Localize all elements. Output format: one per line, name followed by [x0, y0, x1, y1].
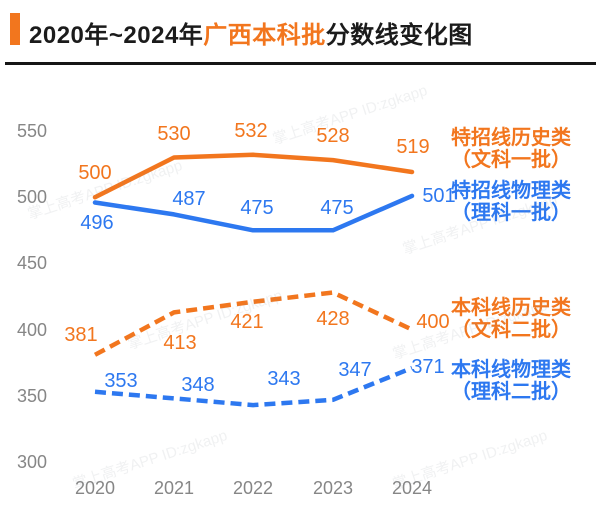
y-axis-tick-label: 500	[16, 187, 47, 208]
legend-series-0: 特招线历史类 （文科一批）	[435, 127, 587, 171]
y-axis-tick-label: 300	[16, 452, 47, 472]
series-line-2	[93, 290, 413, 357]
legend-series-2: 本科线历史类 （文科二批）	[435, 297, 587, 341]
title-prefix: 2020年~2024年	[29, 22, 204, 49]
legend-label: 本科线历史类	[451, 297, 571, 319]
x-axis-tick-label: 2022	[232, 478, 274, 498]
data-label: 343	[267, 368, 301, 391]
title-suffix: 分数线变化图	[325, 22, 473, 49]
data-label: 530	[157, 123, 191, 146]
legend-label: 特招线物理类	[451, 180, 571, 202]
x-axis-tick-label: 2021	[153, 478, 195, 498]
data-label: 353	[104, 369, 138, 392]
series-line-0	[92, 152, 415, 200]
data-label: 348	[181, 374, 215, 397]
header-divider	[5, 62, 596, 65]
series-line-1	[92, 193, 415, 233]
legend-sublabel: （文科一批）	[451, 149, 571, 171]
legend-sublabel: （文科二批）	[451, 319, 571, 341]
data-label: 413	[163, 332, 197, 355]
data-label: 475	[240, 197, 274, 220]
legend-sublabel: （理科一批）	[451, 202, 571, 224]
data-label: 496	[80, 212, 114, 235]
legend-sublabel: （理科二批）	[451, 381, 571, 403]
data-label: 421	[230, 310, 264, 333]
data-label: 428	[316, 307, 350, 330]
legend-series-1: 特招线物理类 （理科一批）	[435, 180, 587, 224]
y-axis-tick-label: 350	[16, 385, 47, 406]
x-axis-tick-label: 2023	[312, 478, 354, 498]
x-axis-tick-label: 2020	[74, 478, 116, 498]
data-label: 475	[320, 197, 354, 220]
legend-label: 本科线物理类	[451, 359, 571, 381]
data-label: 487	[172, 188, 206, 211]
data-label: 532	[234, 119, 268, 142]
title-accent-bar	[10, 13, 20, 45]
legend-series-3: 本科线物理类 （理科二批）	[435, 359, 587, 403]
data-label: 519	[396, 136, 430, 159]
data-label: 371	[411, 355, 445, 378]
data-label: 381	[64, 323, 98, 346]
page-title: 2020年~2024年广西本科批分数线变化图	[29, 15, 473, 50]
header: 2020年~2024年广西本科批分数线变化图	[0, 0, 600, 62]
x-axis-tick-label: 2024	[391, 478, 433, 498]
data-label: 347	[338, 358, 372, 381]
data-label: 500	[78, 162, 112, 185]
y-axis-tick-label: 450	[16, 253, 47, 274]
y-axis-tick-label: 400	[16, 319, 47, 340]
legend-label: 特招线历史类	[451, 127, 571, 149]
data-label: 400	[416, 310, 450, 333]
data-label: 528	[316, 125, 350, 148]
data-label: 501	[422, 184, 456, 207]
series-line-3	[94, 365, 413, 408]
y-axis-tick-label: 550	[16, 121, 47, 141]
title-highlight: 广西本科批	[203, 22, 326, 49]
